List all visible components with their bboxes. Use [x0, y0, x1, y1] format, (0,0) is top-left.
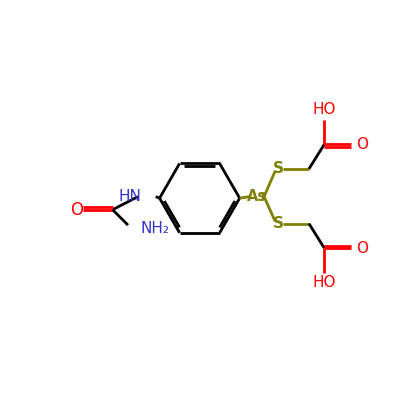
Text: S: S	[273, 216, 284, 231]
Text: S: S	[273, 161, 284, 176]
Text: NH₂: NH₂	[140, 221, 169, 236]
Text: HN: HN	[119, 189, 142, 204]
Text: O: O	[356, 241, 368, 256]
Text: O: O	[356, 137, 368, 152]
Text: HO: HO	[313, 102, 336, 117]
Text: HO: HO	[313, 274, 336, 290]
Text: O: O	[70, 201, 83, 219]
Text: As: As	[247, 189, 268, 204]
